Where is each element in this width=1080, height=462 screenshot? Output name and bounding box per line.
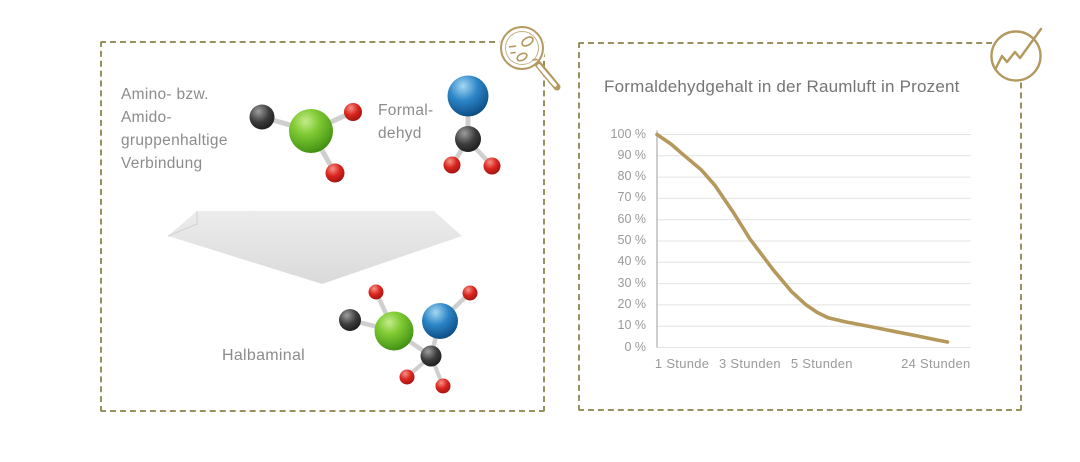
y-axis-tick-label: 50 % bbox=[617, 233, 647, 247]
y-axis-tick-label: 40 % bbox=[617, 254, 647, 269]
y-axis-tick-label: 20 % bbox=[617, 296, 647, 311]
reactant-label-line: Amino- bzw. bbox=[121, 86, 209, 103]
x-axis-tick-label: 3 Stunden bbox=[718, 356, 781, 371]
y-axis-tick-label: 70 % bbox=[617, 190, 647, 205]
reactant-label: Amino- bzw. Amido- gruppenhaltige Verbin… bbox=[121, 83, 228, 175]
y-axis-tick-label: 0 % bbox=[624, 339, 646, 354]
trend-chart-icon bbox=[989, 27, 1043, 83]
reactant-label-line: Verbindung bbox=[121, 155, 203, 172]
y-axis-tick-label: 100 % bbox=[610, 126, 646, 141]
reactant-label-line: gruppenhaltige bbox=[121, 132, 228, 149]
formaldehyde-molecule-graphic bbox=[443, 75, 501, 175]
formaldehyde-label-line: dehyd bbox=[378, 125, 422, 142]
y-axis-tick-label: 30 % bbox=[617, 275, 647, 290]
formaldehyde-label-line: Formal- bbox=[378, 102, 434, 119]
amino-molecule-graphic bbox=[249, 103, 362, 183]
y-axis-tick-label: 90 % bbox=[617, 147, 647, 162]
magnifier-molecules-icon bbox=[498, 24, 561, 91]
reaction-panel bbox=[100, 41, 545, 412]
product-label: Halbaminal bbox=[222, 347, 306, 364]
chart-panel bbox=[578, 42, 1022, 411]
reactant-label-line: Amido- bbox=[121, 109, 172, 126]
y-axis-tick-label: 10 % bbox=[617, 318, 647, 333]
line-chart bbox=[655, 130, 971, 348]
x-axis-tick-label: 1 Stunde bbox=[654, 356, 710, 371]
reaction-arrow-graphic bbox=[167, 211, 462, 284]
chart-title: Formaldehydgehalt in der Raumluft in Pro… bbox=[604, 77, 960, 96]
x-axis-tick-label: 24 Stunden bbox=[901, 356, 971, 371]
data-curve bbox=[655, 132, 950, 344]
y-axis-tick-label: 80 % bbox=[617, 169, 647, 184]
y-axis-tick-label: 60 % bbox=[617, 211, 647, 226]
formaldehyde-label: Formal- dehyd bbox=[378, 99, 434, 145]
halbaminal-molecule-graphic bbox=[339, 284, 478, 394]
x-axis-tick-label: 5 Stunden bbox=[790, 356, 853, 371]
